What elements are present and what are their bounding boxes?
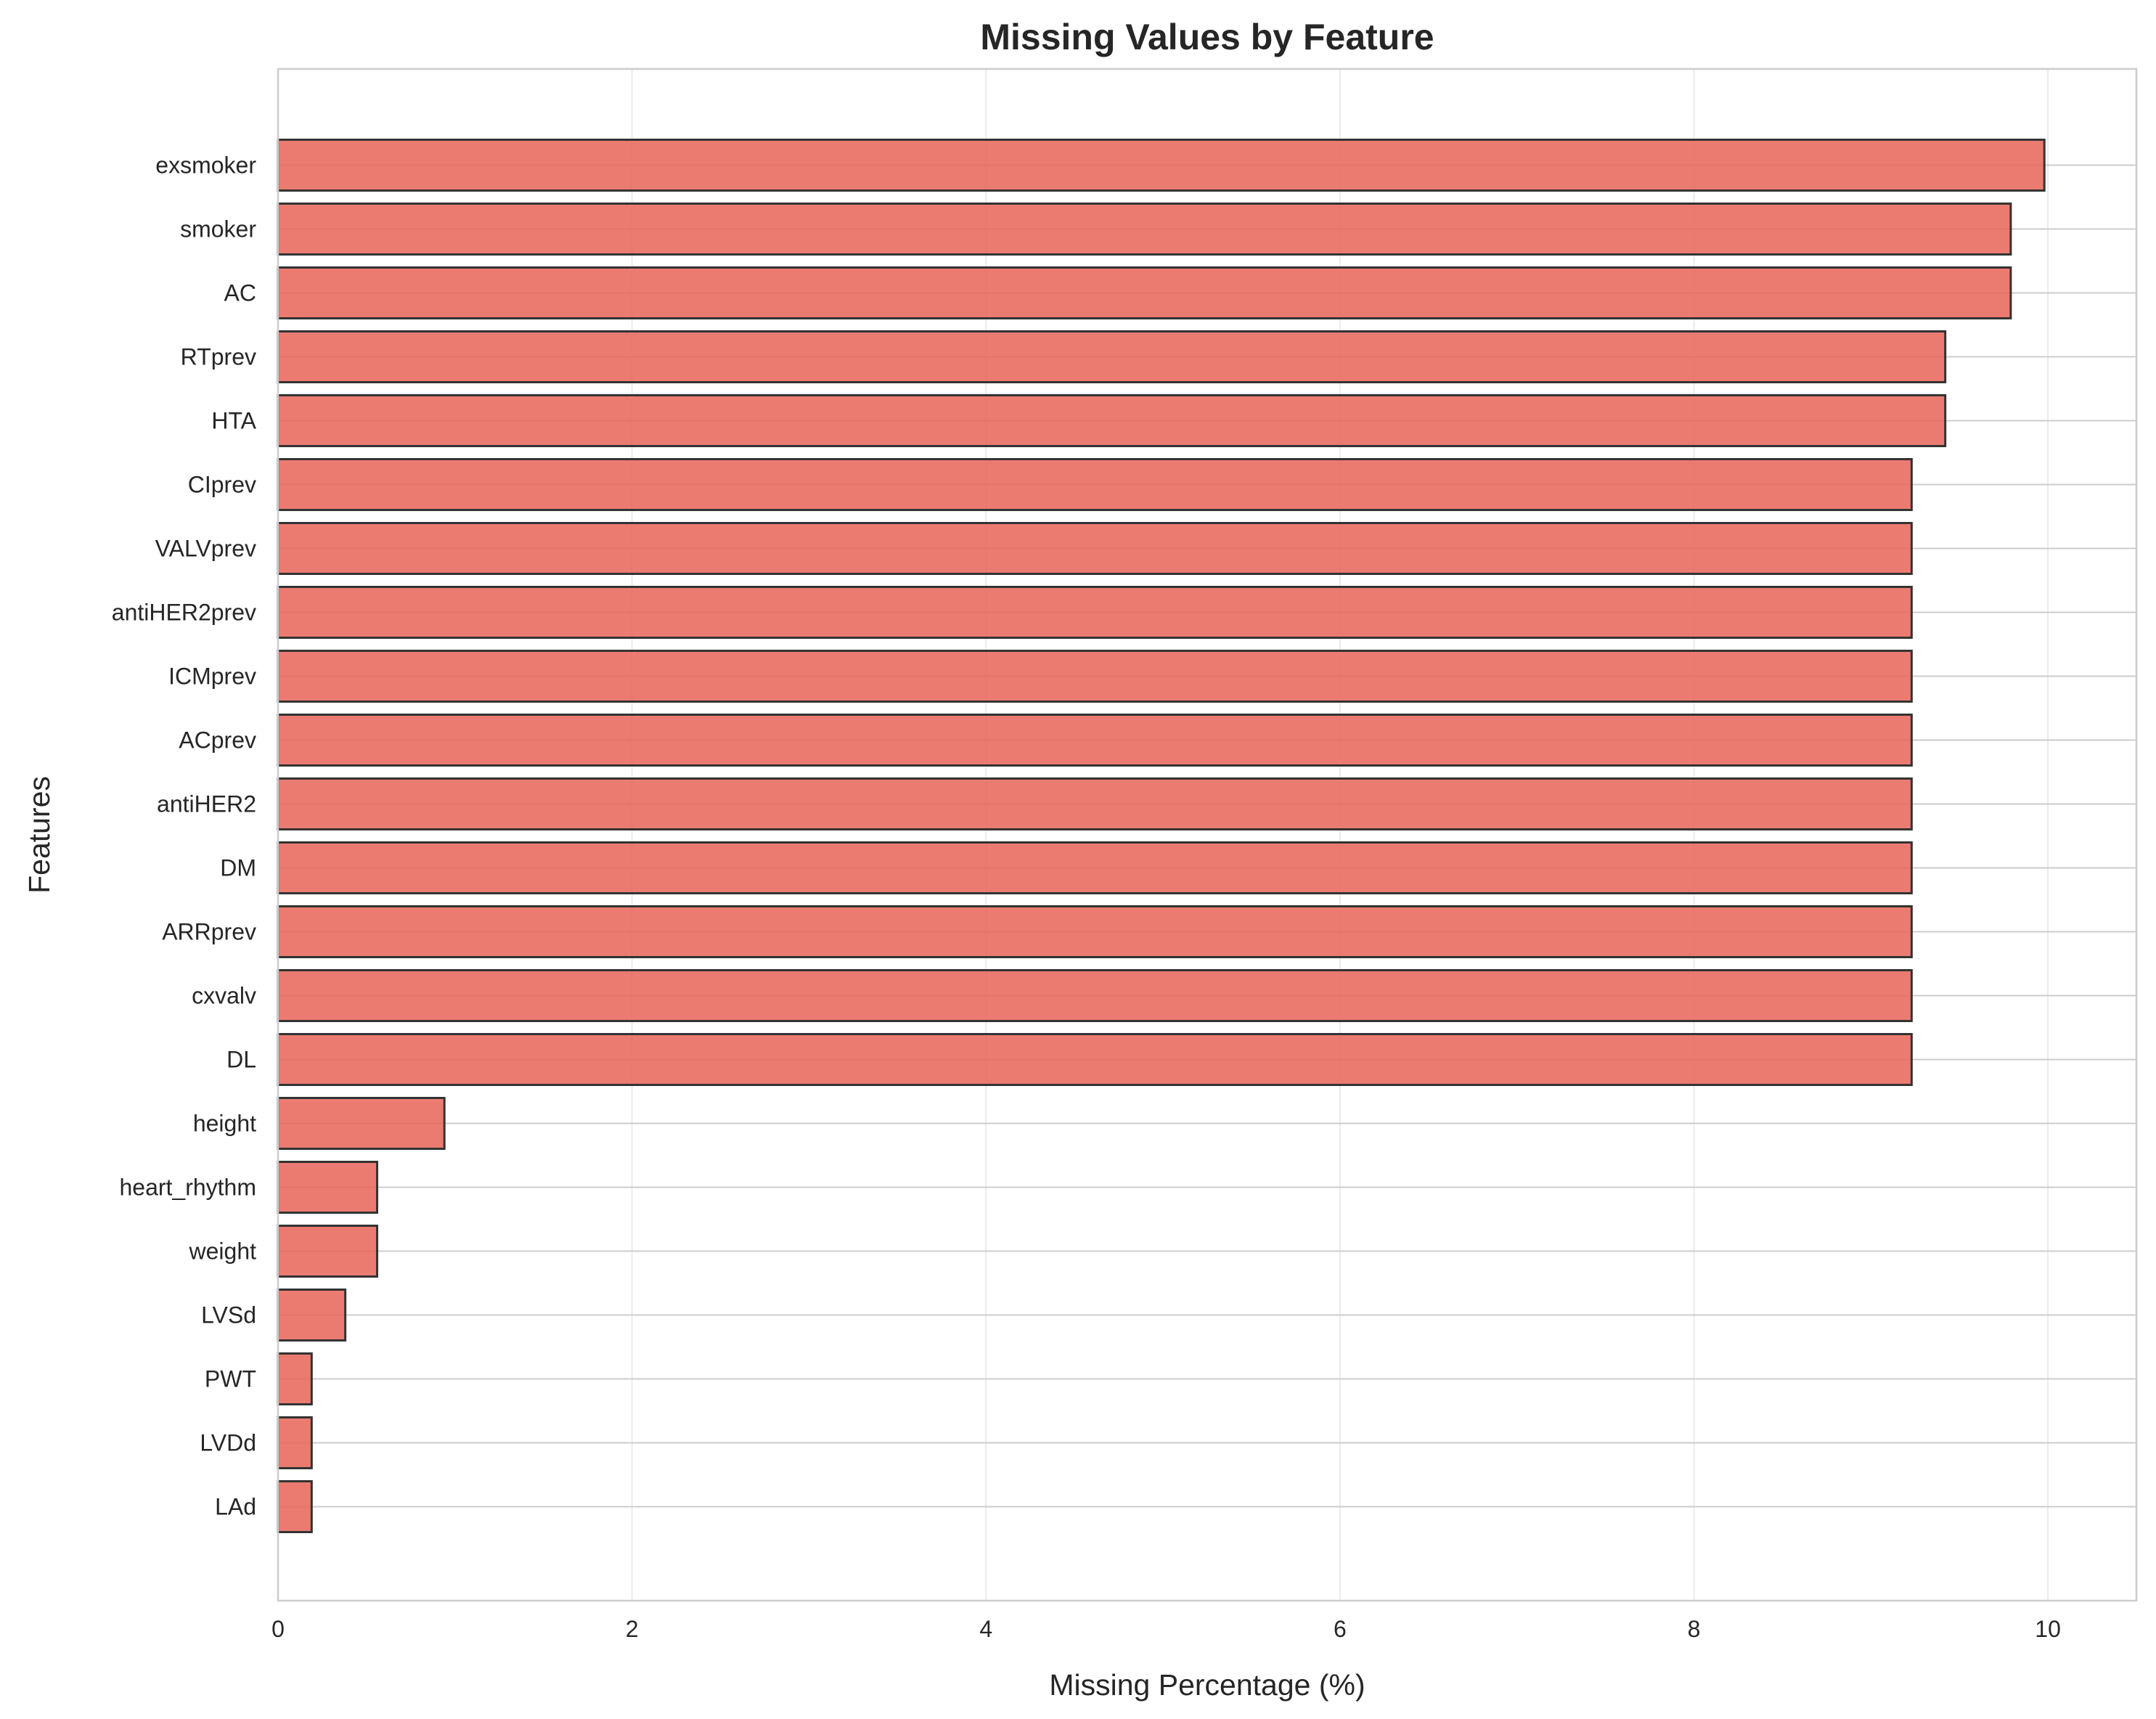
y-tick-label: DM [220,855,256,881]
bar-exsmoker [277,139,2046,192]
y-tick-label: ICMprev [168,663,256,690]
y-tick-label: PWT [205,1366,256,1392]
y-tick-label: smoker [180,216,256,242]
bar-HTA [277,394,1947,447]
bar-DL [277,1033,1913,1086]
y-tick-label: cxvalv [192,983,256,1009]
bar-heart_rhythm [277,1161,379,1214]
chart-title: Missing Values by Feature [980,17,1434,57]
x-tick-label: 8 [1688,1616,1701,1642]
bar-weight [277,1225,379,1278]
bar-DM [277,841,1913,894]
bar-LVDd [277,1416,313,1469]
x-axis-label: Missing Percentage (%) [1049,1668,1365,1702]
x-tick-label: 0 [271,1616,285,1642]
y-tick-label: LAd [215,1494,256,1520]
bar-height [277,1097,446,1150]
bars [277,139,2046,1533]
y-tick-label: height [193,1111,256,1137]
y-tick-label: LVDd [200,1430,256,1456]
bar-smoker [277,203,2012,256]
y-tick-label: antiHER2prev [112,600,256,626]
y-tick-label: antiHER2 [157,791,256,817]
y-tick-label: AC [224,280,256,306]
plot-frame [277,68,2138,1602]
bar-CIprev [277,458,1913,511]
y-tick-label: LVSd [201,1302,256,1328]
bar-ACprev [277,714,1913,767]
y-tick-label: exsmoker [155,152,256,179]
x-tick-label: 2 [626,1616,639,1642]
y-tick-label: DL [226,1047,256,1073]
y-tick-label: ARRprev [162,919,256,945]
bar-ARRprev [277,905,1913,958]
bar-PWT [277,1352,313,1405]
x-tick-labels: 0 2 4 6 8 10 [271,1616,2061,1642]
y-tick-label: heart_rhythm [119,1175,256,1201]
bar-LAd [277,1480,313,1533]
y-axis-label: Features [23,776,56,894]
bar-antiHER2 [277,777,1913,830]
bar-VALVprev [277,522,1913,575]
y-tick-label: ACprev [179,727,256,754]
bar-LVSd [277,1289,347,1342]
y-tick-label: CIprev [188,472,256,498]
y-tick-labels: exsmoker smoker AC RTprev HTA CIprev VALVprev a… [112,152,257,1520]
bar-antiHER2prev [277,586,1913,639]
y-tick-label: HTA [211,408,256,434]
y-tick-label: RTprev [181,344,256,370]
bar-ICMprev [277,650,1913,703]
x-tick-label: 10 [2035,1616,2061,1642]
bar-RTprev [277,330,1947,383]
x-tick-label: 6 [1334,1616,1347,1642]
x-tick-label: 4 [979,1616,992,1642]
bar-AC [277,266,2012,319]
y-tick-label: VALVprev [155,536,256,562]
y-tick-label: weight [189,1238,257,1265]
bar-cxvalv [277,969,1913,1022]
